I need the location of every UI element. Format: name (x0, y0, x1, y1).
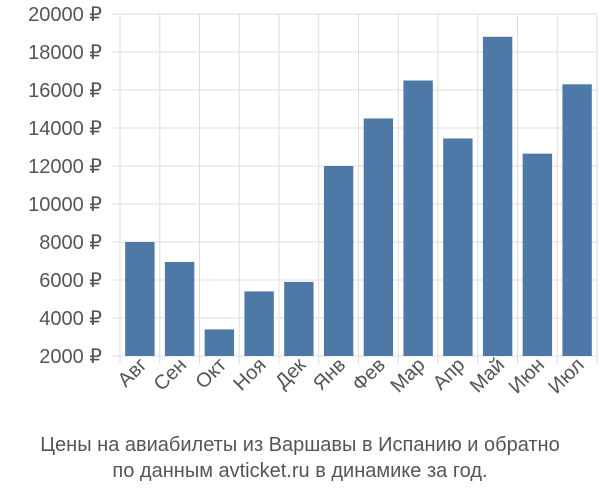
x-tick-label: Июл (544, 354, 588, 398)
x-tick-label: Дек (271, 354, 310, 393)
chart-caption-line1: Цены на авиабилеты из Варшавы в Испанию … (40, 434, 560, 456)
y-tick-label: 8000 ₽ (39, 232, 102, 254)
y-tick-label: 10000 ₽ (28, 194, 102, 216)
grid-lines (112, 13, 598, 364)
bar-9 (443, 138, 473, 356)
bar-5 (284, 281, 314, 356)
y-tick-label: 4000 ₽ (39, 308, 102, 330)
bar-1 (125, 242, 155, 356)
y-tick-label: 14000 ₽ (28, 118, 102, 140)
x-tick-label: Янв (309, 354, 350, 395)
bar-10 (482, 36, 513, 357)
bar-2 (164, 261, 195, 356)
y-tick-label: 12000 ₽ (28, 156, 102, 178)
bar-3 (204, 329, 235, 356)
x-tick-label: Авг (114, 354, 152, 392)
y-tick-label: 6000 ₽ (39, 270, 102, 292)
bar-series (125, 36, 592, 357)
y-axis: 2000 ₽ 4000 ₽ 6000 ₽ 8000 ₽ 10000 ₽ 12000 ₽ 14… (28, 4, 102, 368)
y-tick-label: 18000 ₽ (28, 42, 102, 64)
bar-7 (363, 118, 394, 356)
y-tick-label: 2000 ₽ (39, 346, 102, 368)
price-bar-chart: 2000 ₽ 4000 ₽ 6000 ₽ 8000 ₽ 10000 ₽ 12000 ₽ 14… (28, 4, 598, 398)
x-tick-label: Мар (386, 354, 429, 397)
chart-caption-line2: по данным avticket.ru в динамике за год. (112, 460, 488, 482)
bar-11 (522, 153, 553, 356)
bar-6 (323, 166, 354, 356)
y-tick-label: 16000 ₽ (28, 80, 102, 102)
x-tick-label: Сен (150, 354, 191, 395)
bar-12 (562, 84, 592, 357)
bar-8 (403, 80, 433, 356)
x-tick-label: Фев (348, 354, 390, 396)
x-tick-label: Апр (429, 354, 470, 395)
x-tick-label: Окт (192, 354, 231, 393)
x-tick-label: Май (466, 354, 509, 397)
bar-4 (244, 291, 274, 356)
y-tick-label: 20000 ₽ (28, 4, 102, 26)
x-tick-label: Июн (505, 354, 549, 398)
x-tick-label: Ноя (229, 354, 270, 395)
